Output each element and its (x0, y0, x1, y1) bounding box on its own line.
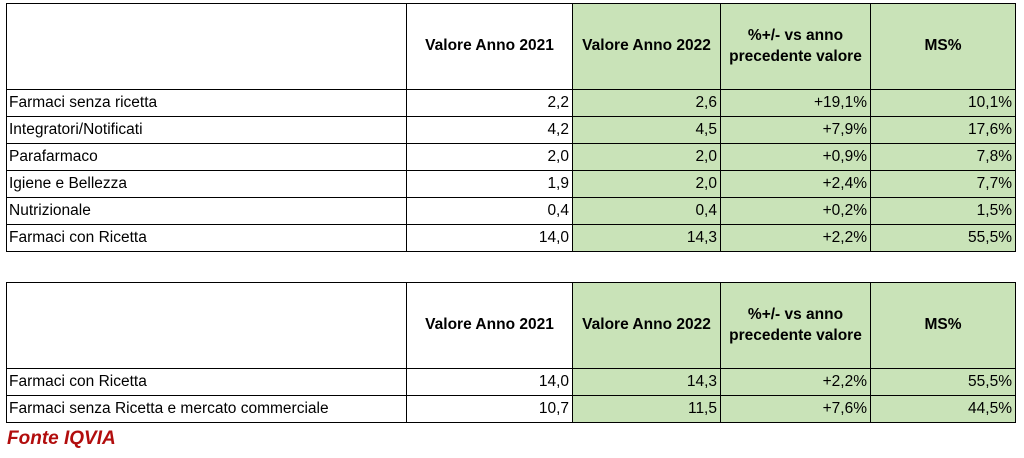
cell-change: +7,9% (720, 116, 871, 144)
header-category (6, 3, 407, 90)
table-row: Nutrizionale 0,4 0,4 +0,2% 1,5% (6, 197, 1016, 225)
market-table-categories: Valore Anno 2021 Valore Anno 2022 %+/- v… (6, 3, 1016, 252)
cell-value-2022: 2,0 (572, 143, 721, 171)
header-value-2021: Valore Anno 2021 (406, 3, 573, 90)
cell-value-2022: 4,5 (572, 116, 721, 144)
header-value-2022: Valore Anno 2022 (572, 3, 721, 90)
cell-change: +19,1% (720, 89, 871, 117)
cell-value-2021: 2,0 (406, 143, 573, 171)
cell-value-2022: 14,3 (572, 368, 721, 396)
cell-change: +0,2% (720, 197, 871, 225)
table-row: Parafarmaco 2,0 2,0 +0,9% 7,8% (6, 143, 1016, 171)
table-row: Farmaci con Ricetta 14,0 14,3 +2,2% 55,5… (6, 368, 1016, 396)
header-change-vs-previous-year: %+/- vs anno precedente valore (720, 3, 871, 90)
cell-value-2021: 14,0 (406, 224, 573, 252)
cell-market-share: 7,7% (870, 170, 1016, 198)
market-table-summary: Valore Anno 2021 Valore Anno 2022 %+/- v… (6, 282, 1016, 423)
cell-market-share: 55,5% (870, 368, 1016, 396)
row-label: Farmaci senza Ricetta e mercato commerci… (6, 395, 407, 423)
cell-value-2021: 14,0 (406, 368, 573, 396)
cell-market-share: 7,8% (870, 143, 1016, 171)
cell-change: +7,6% (720, 395, 871, 423)
cell-market-share: 17,6% (870, 116, 1016, 144)
cell-value-2022: 0,4 (572, 197, 721, 225)
cell-value-2022: 11,5 (572, 395, 721, 423)
cell-change: +2,2% (720, 368, 871, 396)
row-label: Farmaci senza ricetta (6, 89, 407, 117)
cell-value-2021: 0,4 (406, 197, 573, 225)
cell-value-2021: 4,2 (406, 116, 573, 144)
row-label: Integratori/Notificati (6, 116, 407, 144)
table-row: Farmaci senza Ricetta e mercato commerci… (6, 395, 1016, 423)
cell-value-2022: 14,3 (572, 224, 721, 252)
cell-value-2021: 1,9 (406, 170, 573, 198)
table-row: Farmaci con Ricetta 14,0 14,3 +2,2% 55,5… (6, 224, 1016, 252)
row-label: Parafarmaco (6, 143, 407, 171)
header-change-vs-previous-year: %+/- vs anno precedente valore (720, 282, 871, 369)
source-caption: Fonte IQVIA (7, 428, 116, 449)
cell-value-2022: 2,0 (572, 170, 721, 198)
table-row: Integratori/Notificati 4,2 4,5 +7,9% 17,… (6, 116, 1016, 144)
cell-value-2021: 2,2 (406, 89, 573, 117)
row-label: Igiene e Bellezza (6, 170, 407, 198)
header-market-share: MS% (870, 3, 1016, 90)
header-category (6, 282, 407, 369)
header-value-2021: Valore Anno 2021 (406, 282, 573, 369)
cell-value-2022: 2,6 (572, 89, 721, 117)
row-label: Farmaci con Ricetta (6, 368, 407, 396)
cell-market-share: 44,5% (870, 395, 1016, 423)
table-row: Farmaci senza ricetta 2,2 2,6 +19,1% 10,… (6, 89, 1016, 117)
row-label: Farmaci con Ricetta (6, 224, 407, 252)
table-header-row: Valore Anno 2021 Valore Anno 2022 %+/- v… (6, 3, 1016, 90)
cell-market-share: 1,5% (870, 197, 1016, 225)
cell-change: +2,4% (720, 170, 871, 198)
cell-value-2021: 10,7 (406, 395, 573, 423)
header-value-2022: Valore Anno 2022 (572, 282, 721, 369)
row-label: Nutrizionale (6, 197, 407, 225)
header-market-share: MS% (870, 282, 1016, 369)
cell-change: +0,9% (720, 143, 871, 171)
cell-market-share: 55,5% (870, 224, 1016, 252)
cell-market-share: 10,1% (870, 89, 1016, 117)
table-header-row: Valore Anno 2021 Valore Anno 2022 %+/- v… (6, 282, 1016, 369)
cell-change: +2,2% (720, 224, 871, 252)
table-row: Igiene e Bellezza 1,9 2,0 +2,4% 7,7% (6, 170, 1016, 198)
